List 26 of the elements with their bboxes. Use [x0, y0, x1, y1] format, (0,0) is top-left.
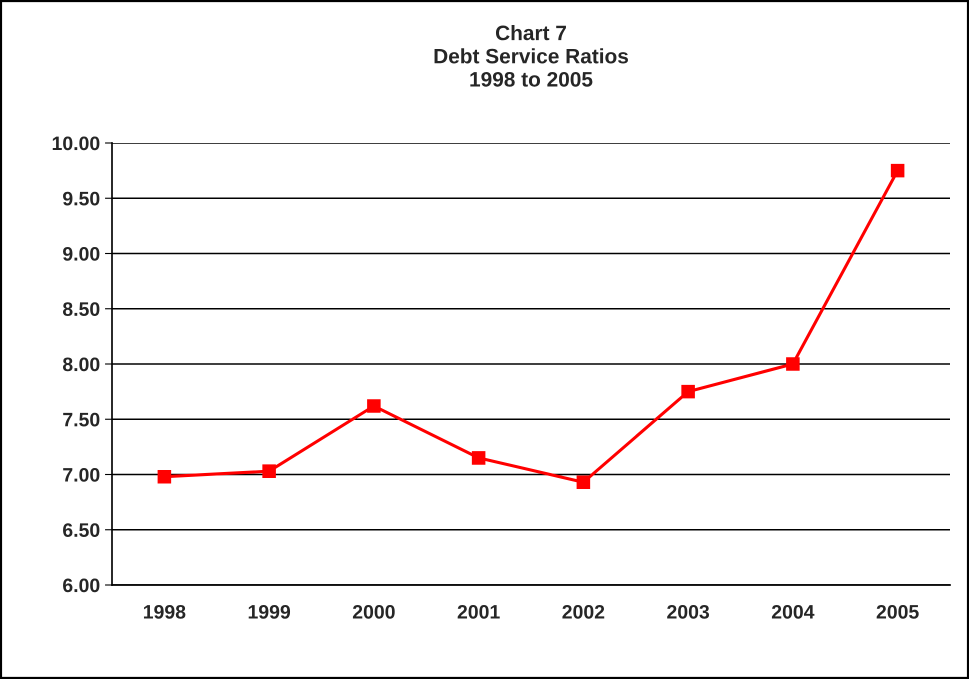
x-tick-label: 2005 [876, 604, 919, 619]
x-tick-label: 2002 [562, 604, 604, 619]
point [472, 451, 486, 465]
x-tick-label: 2003 [667, 604, 710, 619]
point [681, 384, 695, 398]
y-tick-label: 7.50 [63, 412, 100, 426]
y-tick-label: 10.00 [52, 136, 100, 150]
y-tick-label: 6.00 [63, 578, 100, 592]
point [158, 470, 172, 484]
x-tick-label: 2004 [772, 604, 814, 619]
point [786, 357, 800, 371]
y-tick-label: 8.00 [62, 357, 100, 372]
x-tick-label: 2001 [458, 604, 500, 619]
point [576, 475, 590, 490]
y-tick-label: 6.50 [63, 523, 100, 537]
y-tick-label: 7.00 [63, 468, 100, 482]
x-tick-label: 1998 [144, 604, 186, 619]
x-tick-label: 1999 [248, 604, 290, 619]
y-tick-label: 9.00 [63, 246, 100, 261]
y-tick-label: 8.50 [62, 302, 100, 316]
x-tick-label: 2000 [352, 604, 395, 619]
chart-title: Chart 7 Debt Service Ratios 1998 to 2005 [434, 25, 628, 87]
point [367, 399, 381, 413]
y-tick-label: 9.50 [63, 192, 100, 206]
point [890, 164, 904, 178]
point [262, 464, 276, 478]
